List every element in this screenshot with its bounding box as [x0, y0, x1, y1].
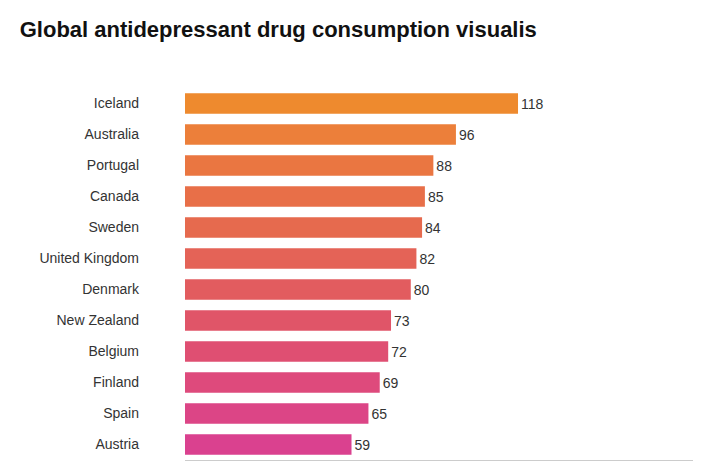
svg-text:Belgium: Belgium [88, 343, 139, 359]
svg-text:69: 69 [383, 375, 399, 391]
svg-text:85: 85 [428, 189, 444, 205]
svg-text:72: 72 [391, 344, 407, 360]
svg-text:84: 84 [425, 220, 441, 236]
svg-text:73: 73 [394, 313, 410, 329]
svg-text:New Zealand: New Zealand [57, 312, 140, 328]
svg-text:80: 80 [414, 282, 430, 298]
svg-text:Finland: Finland [93, 374, 139, 390]
svg-text:Canada: Canada [90, 188, 139, 204]
svg-text:Denmark: Denmark [82, 281, 140, 297]
svg-text:Portugal: Portugal [87, 157, 139, 173]
svg-text:88: 88 [436, 158, 452, 174]
svg-text:Spain: Spain [103, 405, 139, 421]
svg-text:59: 59 [355, 437, 371, 453]
svg-text:Austria: Austria [95, 436, 139, 452]
svg-text:Sweden: Sweden [88, 219, 139, 235]
svg-text:82: 82 [419, 251, 435, 267]
svg-text:118: 118 [521, 96, 544, 112]
svg-text:Iceland: Iceland [94, 95, 139, 111]
svg-text:Australia: Australia [85, 126, 140, 142]
svg-text:Global antidepressant drug con: Global antidepressant drug consumption v… [20, 17, 537, 42]
svg-text:65: 65 [371, 406, 387, 422]
svg-text:96: 96 [459, 127, 475, 143]
svg-text:United Kingdom: United Kingdom [39, 250, 139, 266]
